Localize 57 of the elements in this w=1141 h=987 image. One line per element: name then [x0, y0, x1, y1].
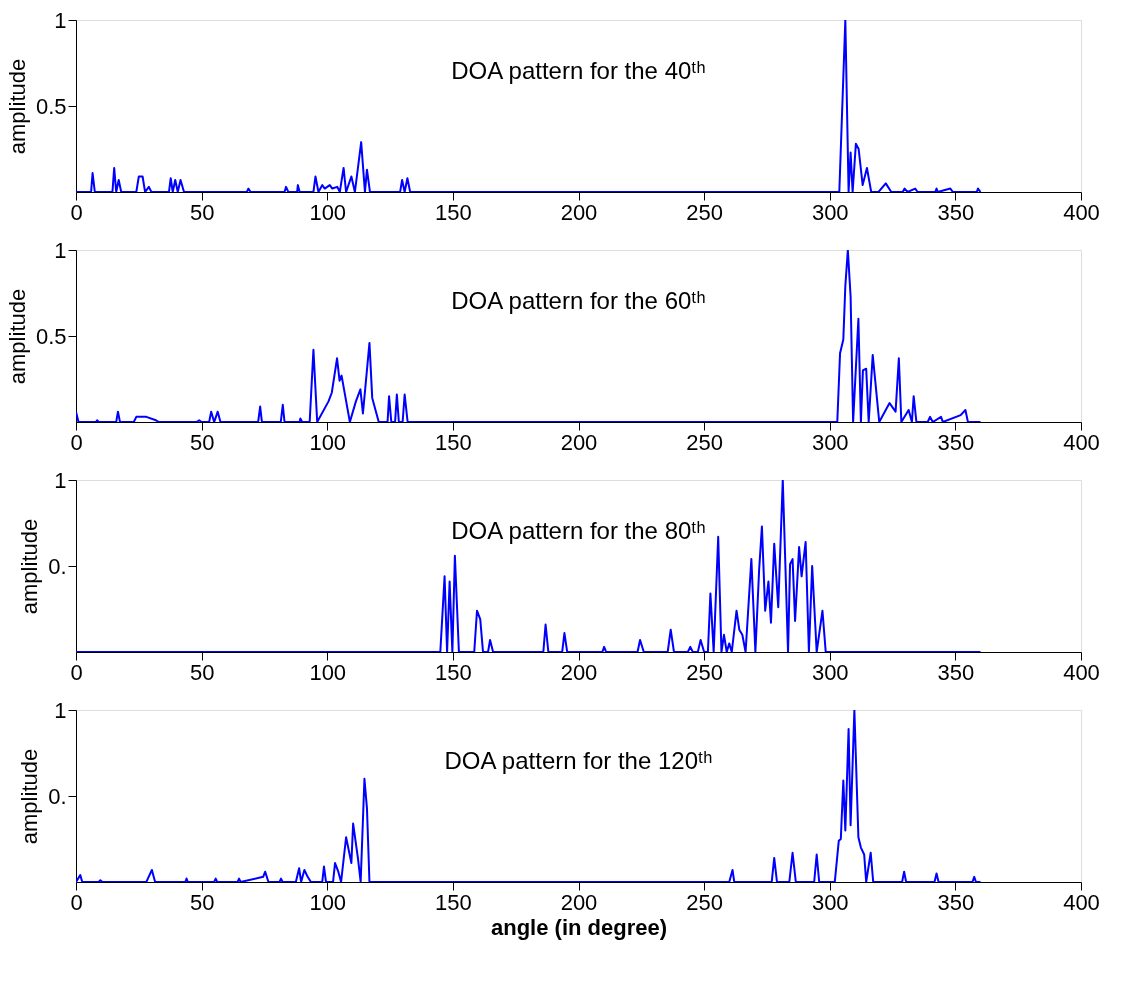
- x-tick-label: 0: [70, 429, 83, 455]
- x-tick-label: 300: [811, 659, 849, 685]
- x-tick-label: 50: [189, 659, 215, 685]
- x-tick-label: 200: [560, 659, 598, 685]
- x-tick-label: 100: [309, 199, 347, 225]
- x-tick-label: 300: [811, 199, 849, 225]
- line-series: [76, 710, 982, 882]
- x-tick-label: 250: [686, 429, 723, 455]
- x-tick-label: 250: [686, 889, 723, 915]
- y-tick-label: 1: [54, 237, 67, 263]
- x-tick-label: 400: [1063, 199, 1100, 225]
- x-tick-label: 350: [937, 889, 975, 915]
- x-tick-label: 350: [937, 199, 975, 225]
- x-tick-label: 100: [309, 429, 347, 455]
- x-tick-label: 150: [435, 199, 472, 225]
- x-tick-label: 50: [189, 889, 215, 915]
- x-tick-label: 300: [811, 429, 849, 455]
- x-tick-label: 400: [1063, 659, 1100, 685]
- text: DOA pattern for the 60ᵗʰ: [451, 286, 706, 314]
- x-tick-label: 50: [189, 429, 215, 455]
- y-tick-label: 1: [54, 697, 67, 723]
- x-tick-label: 200: [560, 429, 598, 455]
- x-tick-label: 150: [435, 659, 472, 685]
- text: DOA pattern for the 40ᵗʰ: [451, 56, 706, 84]
- x-tick-label: 0: [70, 199, 83, 225]
- x-tick-label: 200: [560, 199, 598, 225]
- y-axis-title: amplitude: [4, 58, 30, 155]
- x-tick-label: 150: [435, 429, 472, 455]
- x-tick-label: 300: [811, 889, 849, 915]
- x-tick-label: 250: [686, 659, 723, 685]
- y-tick-label: 0.: [48, 553, 67, 579]
- y-axis-title: amplitude: [17, 518, 43, 615]
- x-tick-label: 0: [70, 659, 83, 685]
- line-series: [76, 480, 982, 652]
- x-tick-label: 350: [937, 659, 975, 685]
- x-tick-label: 100: [309, 659, 347, 685]
- x-tick-label: 350: [937, 429, 975, 455]
- x-tick-label: 0: [70, 889, 83, 915]
- x-tick-label: 50: [189, 199, 215, 225]
- line-series: [76, 250, 982, 422]
- text: DOA pattern for the 120ᵗʰ: [444, 746, 713, 774]
- x-tick-label: 200: [560, 889, 598, 915]
- text: DOA pattern for the 80ᵗʰ: [451, 516, 706, 544]
- x-tick-label: 400: [1063, 429, 1100, 455]
- y-axis-title: amplitude: [4, 288, 30, 385]
- x-tick-label: 100: [309, 889, 347, 915]
- y-tick-label: 1: [54, 7, 67, 33]
- x-tick-label: 250: [686, 199, 723, 225]
- line-series: [76, 20, 982, 192]
- y-tick-label: 1: [54, 467, 67, 493]
- x-tick-label: 150: [435, 889, 472, 915]
- x-axis-title: angle (in degree): [490, 914, 668, 940]
- y-tick-label: 0.5: [35, 93, 67, 119]
- y-tick-label: 0.5: [35, 323, 67, 349]
- y-tick-label: 0.: [48, 783, 67, 809]
- x-tick-label: 400: [1063, 889, 1100, 915]
- y-axis-title: amplitude: [17, 748, 43, 845]
